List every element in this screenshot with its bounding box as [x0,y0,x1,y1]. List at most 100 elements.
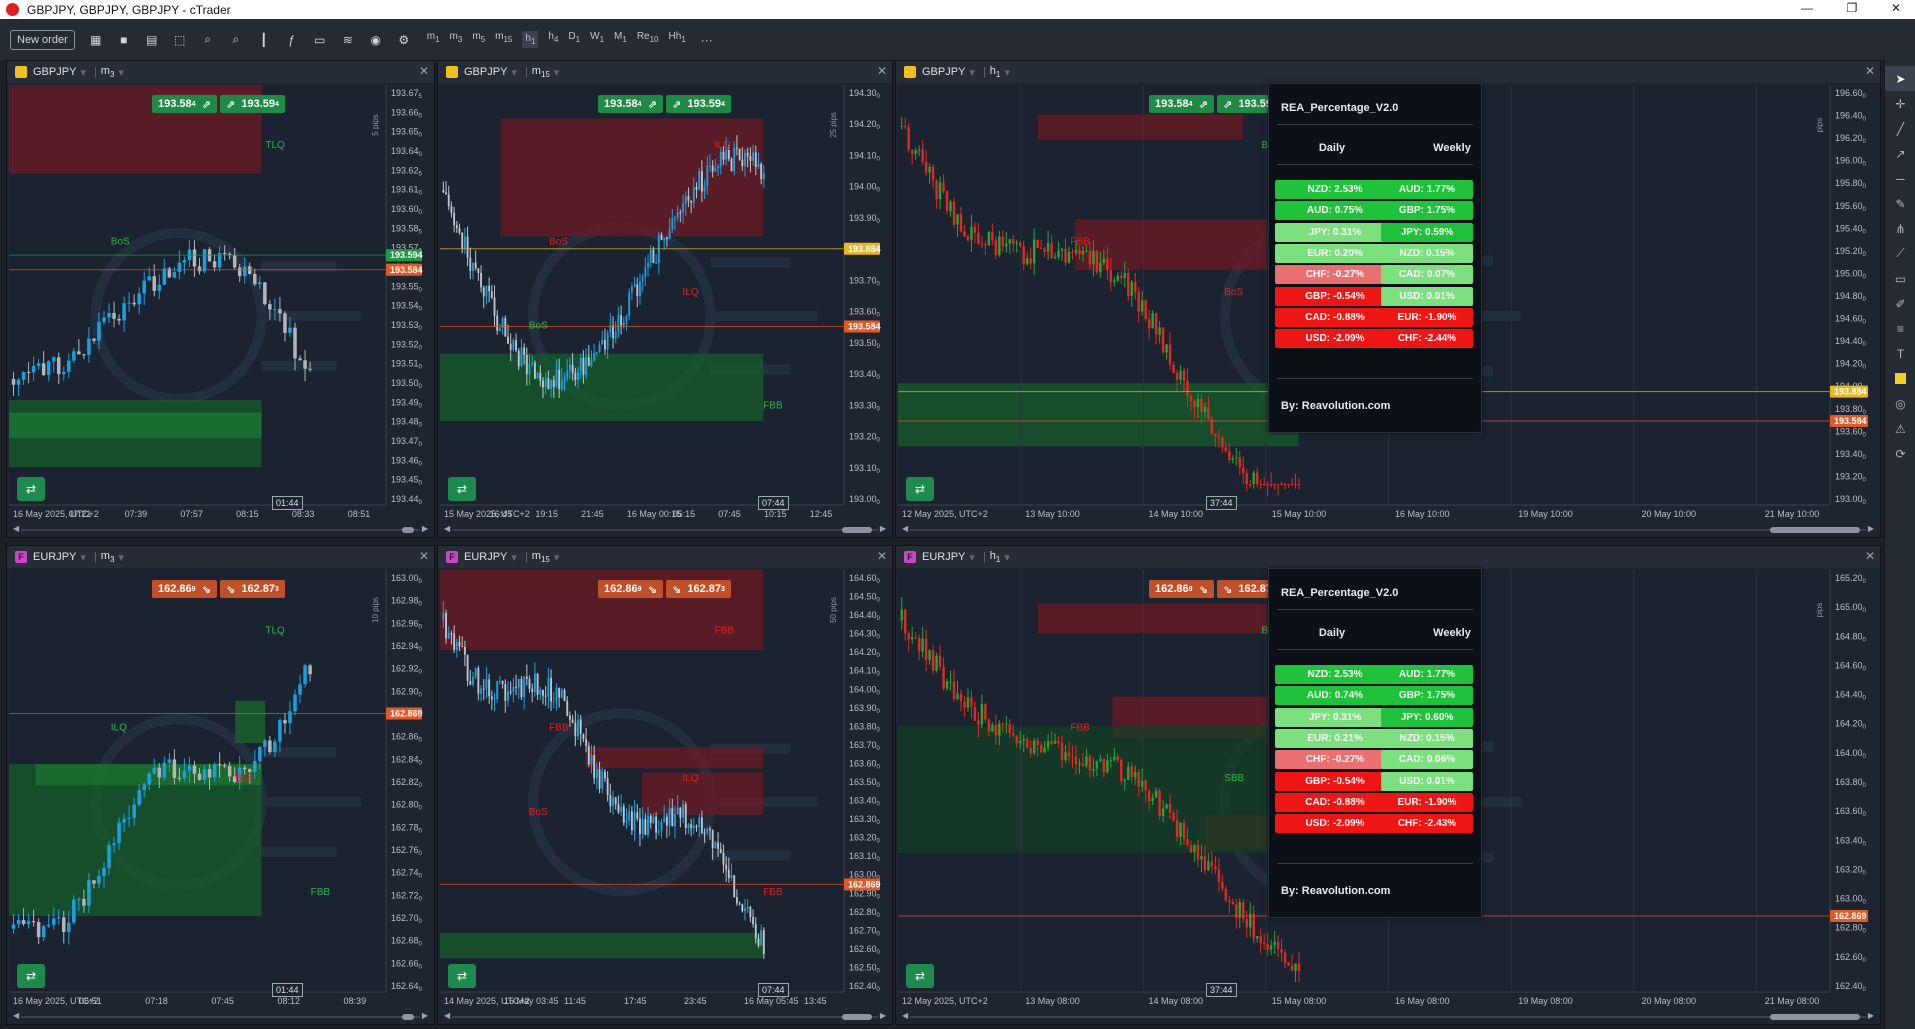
timeframe-h4[interactable]: h4 [548,31,559,44]
indicators-icon[interactable]: ƒ [288,32,296,47]
scroll-thumb[interactable] [402,1014,414,1020]
chart-mode-icon[interactable]: ⬚ [174,32,186,47]
symbol-selector[interactable]: EURJPY [464,551,508,563]
timeframe-m1[interactable]: m1 [426,31,440,44]
scroll-thumb[interactable] [1770,527,1860,533]
scroll-thumb[interactable] [1770,1014,1860,1020]
timeframe-selector[interactable]: h1 [989,64,1001,80]
templates-icon[interactable]: ▭ [314,32,326,47]
symbol-color-icon[interactable]: F [904,551,916,563]
scroll-right-icon[interactable]: ▶ [421,1011,428,1020]
timeframe-W1[interactable]: W1 [590,31,605,44]
sell-price-button[interactable]: 162.86 9 ⇘ [152,580,217,598]
quick-trade-icon[interactable]: ⇄ [17,477,45,501]
horizontal-scrollbar[interactable]: ◀ ▶ [444,1011,886,1020]
symbol-color-icon[interactable]: F [446,551,458,563]
cursor-icon[interactable]: ➤ [1885,66,1915,91]
zoom-in-icon[interactable]: ⌕ [204,32,212,46]
close-chart-icon[interactable]: ✕ [418,64,429,78]
camera-icon[interactable]: ◎ [1895,396,1906,411]
layout-grid-icon[interactable]: ▦ [90,32,102,47]
sell-price-button[interactable]: 193.58 4 ⇗ [598,95,663,113]
scroll-right-icon[interactable]: ▶ [879,1011,886,1020]
scroll-thumb[interactable] [842,1014,872,1020]
layout-single-icon[interactable]: ■ [120,32,128,47]
new-order-button[interactable]: New order [10,29,75,50]
chart-canvas[interactable]: 193.675 193.660 193.650 193.640 193.625 193.6… [9,85,434,523]
chevron-down-icon[interactable]: ▾ [80,66,86,79]
scroll-left-icon[interactable]: ◀ [13,1011,20,1020]
timeframe-M1[interactable]: M1 [614,31,627,44]
channel-icon[interactable]: ≡ [1896,321,1904,336]
scroll-right-icon[interactable]: ▶ [1867,1011,1874,1020]
settings-icon[interactable]: ⚙ [398,32,410,47]
timeframe-selector[interactable]: m3 [100,549,115,565]
fib-icon[interactable]: ⋔ [1895,221,1906,236]
timeframe-selector[interactable]: h1 [989,549,1001,565]
zoom-out-icon[interactable]: ⌕ [232,32,240,46]
eye-icon[interactable]: ◉ [370,32,381,47]
scroll-left-icon[interactable]: ◀ [902,1011,909,1020]
clock-icon[interactable]: ⟳ [1895,446,1906,461]
symbol-selector[interactable]: EURJPY [922,551,966,563]
layers-icon[interactable]: ≋ [342,32,353,47]
layout-split-icon[interactable]: ▤ [146,32,158,47]
alert-icon[interactable]: ⚠ [1895,421,1906,436]
scroll-left-icon[interactable]: ◀ [902,524,909,533]
sell-price-button[interactable]: 162.86 9 ⇘ [598,580,663,598]
quick-trade-icon[interactable]: ⇄ [448,477,476,501]
symbol-selector[interactable]: EURJPY [33,551,77,563]
horizontal-scrollbar[interactable]: ◀ ▶ [13,1011,428,1020]
quick-trade-icon[interactable]: ⇄ [17,964,45,988]
close-button[interactable]: ✕ [1890,1,1902,15]
maximize-button[interactable]: ❐ [1846,1,1858,15]
close-chart-icon[interactable]: ✕ [876,549,887,563]
timeframe-m3[interactable]: m3 [449,31,463,44]
scroll-right-icon[interactable]: ▶ [421,524,428,533]
crosshair-icon[interactable]: ✛ [1895,96,1906,111]
symbol-selector[interactable]: GBPJPY [922,66,966,78]
quick-trade-icon[interactable]: ⇄ [906,477,934,501]
timeframe-Hh1[interactable]: Hh1 [668,31,686,44]
chevron-down-icon[interactable]: ▾ [1004,551,1010,564]
candles-icon[interactable]: ┃ [260,32,268,47]
note-icon[interactable]: ▭ [1894,271,1907,286]
chevron-down-icon[interactable]: ▾ [511,551,517,564]
chart-canvas[interactable]: 164.600 164.500 164.400 164.300 164.200 164.1… [440,570,892,1010]
sell-price-button[interactable]: 193.58 4 ⇗ [1149,95,1214,113]
scroll-left-icon[interactable]: ◀ [444,1011,451,1020]
symbol-color-icon[interactable] [15,66,27,78]
symbol-color-icon[interactable] [446,66,458,78]
horizontal-scrollbar[interactable]: ◀ ▶ [444,524,886,533]
timeframe-h1[interactable]: h1 [522,31,539,48]
timeframe-m15[interactable]: m15 [495,31,513,44]
close-chart-icon[interactable]: ✕ [876,64,887,78]
timeframe-Re10[interactable]: Re10 [636,31,659,44]
chevron-down-icon[interactable]: ▾ [511,66,517,79]
chevron-down-icon[interactable]: ▾ [80,551,86,564]
timeframe-selector[interactable]: m3 [100,64,115,80]
quick-trade-icon[interactable]: ⇄ [906,964,934,988]
symbol-selector[interactable]: GBPJPY [464,66,508,78]
text-icon[interactable]: T [1896,346,1905,361]
symbol-color-icon[interactable]: F [15,551,27,563]
scroll-right-icon[interactable]: ▶ [879,524,886,533]
chevron-down-icon[interactable]: ▾ [969,66,975,79]
symbol-selector[interactable]: GBPJPY [33,66,77,78]
scroll-left-icon[interactable]: ◀ [444,524,451,533]
timeframe-selector[interactable]: m15 [531,549,550,565]
close-chart-icon[interactable]: ✕ [1864,549,1875,563]
scroll-thumb[interactable] [842,527,872,533]
timeframe-D1[interactable]: D1 [568,31,581,44]
horizontal-scrollbar[interactable]: ◀ ▶ [13,524,428,533]
close-chart-icon[interactable]: ✕ [1864,64,1875,78]
chevron-down-icon[interactable]: ▾ [118,66,124,79]
horizontal-scrollbar[interactable]: ◀ ▶ [902,1011,1874,1020]
chevron-down-icon[interactable]: ▾ [118,551,124,564]
color-icon[interactable] [1885,366,1915,391]
ray-icon[interactable]: ↗ [1895,146,1906,161]
timeframe-m5[interactable]: m5 [472,31,486,44]
